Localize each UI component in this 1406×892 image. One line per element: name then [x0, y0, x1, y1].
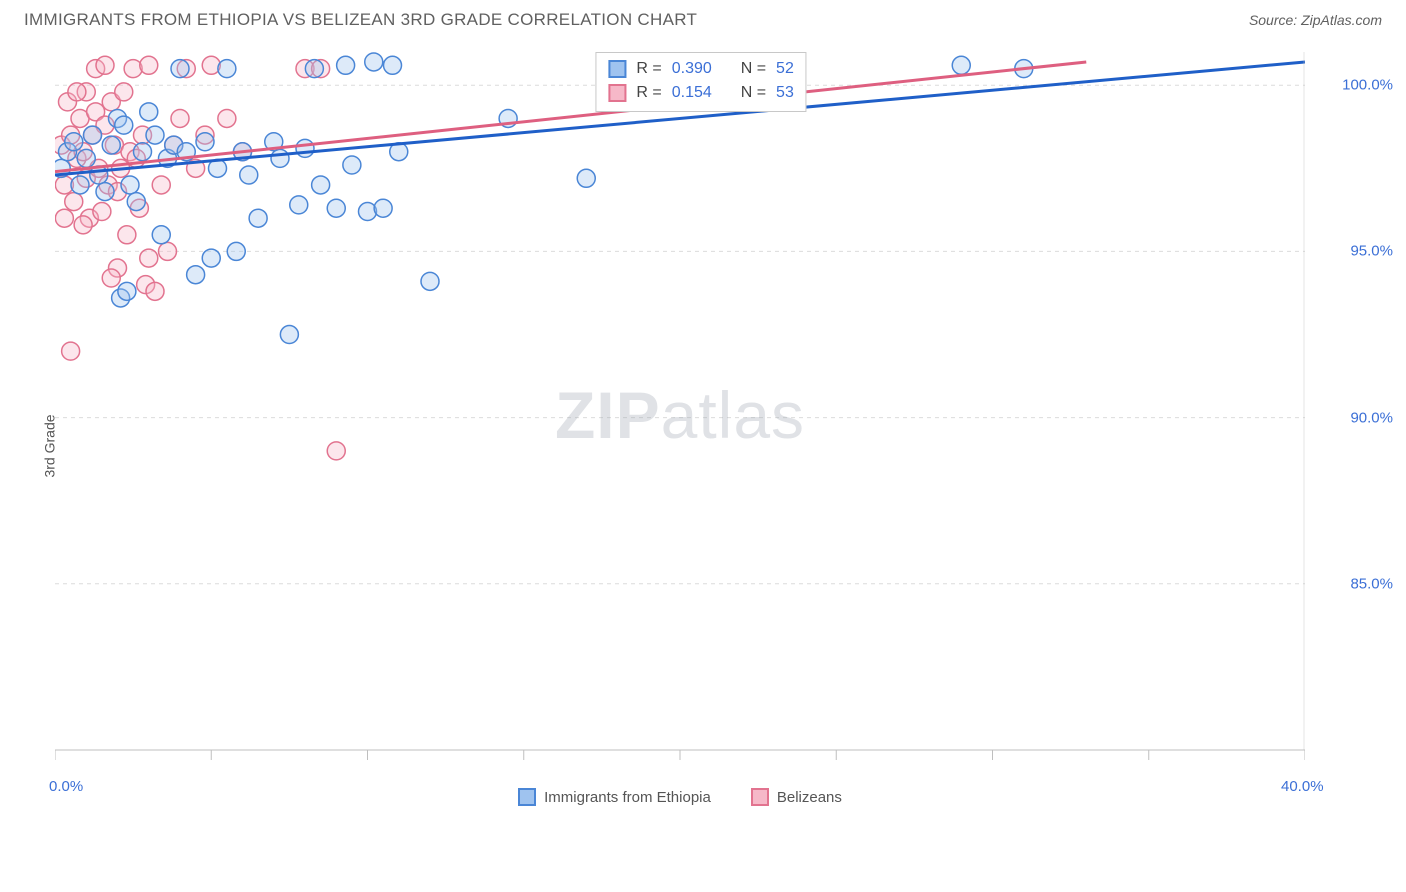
chart-area: ZIPatlas R = 0.390 N = 52 R = 0.154 N = …	[55, 50, 1305, 810]
chart-title: IMMIGRANTS FROM ETHIOPIA VS BELIZEAN 3RD…	[24, 10, 697, 30]
y-tick-label: 100.0%	[1342, 77, 1393, 94]
stats-box: R = 0.390 N = 52 R = 0.154 N = 53	[595, 52, 806, 112]
y-tick-label: 85.0%	[1350, 575, 1393, 592]
legend-swatch-icon	[751, 788, 769, 806]
legend-label: Belizeans	[777, 789, 842, 806]
legend-label: Immigrants from Ethiopia	[544, 789, 711, 806]
stats-row-ethiopia: R = 0.390 N = 52	[608, 57, 793, 81]
footer-legend: Immigrants from Ethiopia Belizeans	[55, 788, 1305, 806]
stats-row-belize: R = 0.154 N = 53	[608, 81, 793, 105]
scatter-chart	[55, 50, 1305, 810]
legend-item-belize: Belizeans	[751, 788, 842, 806]
legend-swatch-icon	[518, 788, 536, 806]
y-tick-label: 90.0%	[1350, 409, 1393, 426]
y-tick-label: 95.0%	[1350, 243, 1393, 260]
y-axis-labels: 85.0% 90.0% 95.0% 100.0%	[1313, 50, 1393, 810]
source-label: Source: ZipAtlas.com	[1249, 12, 1382, 28]
legend-item-ethiopia: Immigrants from Ethiopia	[518, 788, 711, 806]
